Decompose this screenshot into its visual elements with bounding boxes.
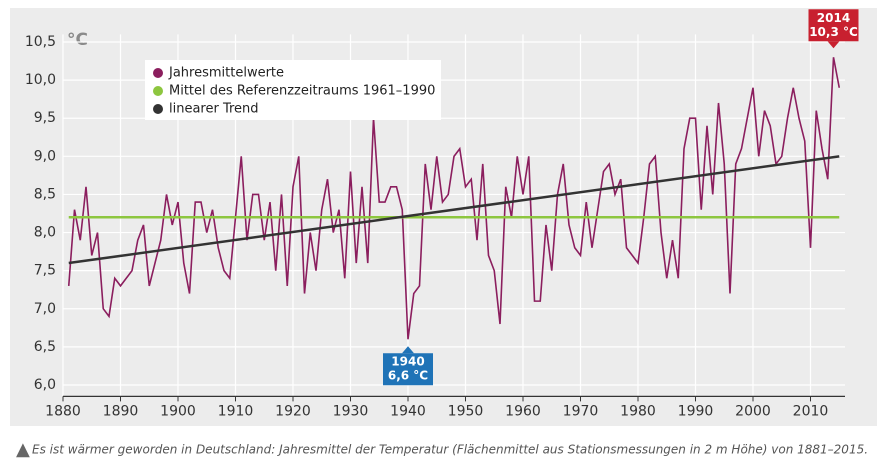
y-tick-label: 7,0	[34, 301, 56, 317]
x-tick-label: 1960	[505, 403, 541, 419]
legend-label: linearer Trend	[169, 102, 259, 117]
series-line	[68, 155, 840, 265]
y-tick-label: 9,0	[34, 148, 56, 164]
y-tick-label: 10,5	[25, 34, 56, 50]
legend: Jahresmittelwerte Mittel des Referenzzeit…	[145, 60, 441, 120]
callout-pointer	[402, 346, 414, 354]
x-tick-label: 1910	[218, 403, 254, 419]
unit-label: °C	[67, 30, 88, 50]
x-tick-label: 1880	[45, 403, 81, 419]
y-tick-label: 7,5	[34, 263, 56, 279]
x-tick-label: 1890	[103, 403, 139, 419]
y-tick-label: 9,5	[34, 110, 56, 126]
y-tick-label: 8,5	[34, 186, 56, 202]
legend-box	[145, 60, 441, 120]
y-tick-label: 6,0	[34, 377, 56, 393]
callout-year: 2014	[817, 11, 850, 25]
legend-label: Mittel des Referenzzeitraums 1961–1990	[169, 84, 435, 99]
x-tick-label: 2000	[735, 403, 771, 419]
y-tick-label: 6,5	[34, 339, 56, 355]
x-tick-label: 1920	[275, 403, 311, 419]
x-tick-label: 1980	[620, 403, 656, 419]
callout-box	[808, 9, 859, 42]
y-tick-label: 10,0	[25, 72, 56, 88]
callout-box	[383, 353, 433, 386]
callout-value: 10,3 °C	[809, 25, 858, 39]
x-tick-label: 1990	[678, 403, 714, 419]
callout-year: 1940	[391, 355, 424, 369]
series-line	[67, 57, 841, 340]
x-tick-label: 1970	[563, 403, 599, 419]
caption: Es ist wärmer geworden in Deutschland: J…	[32, 443, 868, 457]
legend-swatch	[153, 68, 163, 78]
legend-swatch	[153, 104, 163, 114]
x-tick-label: 1900	[160, 403, 196, 419]
legend-label: Jahresmittelwerte	[168, 66, 284, 81]
y-tick-label: 8,0	[34, 225, 56, 241]
callout-pointer	[827, 41, 840, 49]
caption-icon: ▲	[16, 439, 30, 460]
x-tick-label: 2010	[793, 403, 829, 419]
x-tick-label: 1930	[333, 403, 369, 419]
x-tick-label: 1940	[390, 403, 426, 419]
legend-swatch	[153, 86, 163, 96]
x-tick-label: 1950	[448, 403, 484, 419]
callout-value: 6,6 °C	[388, 369, 428, 383]
